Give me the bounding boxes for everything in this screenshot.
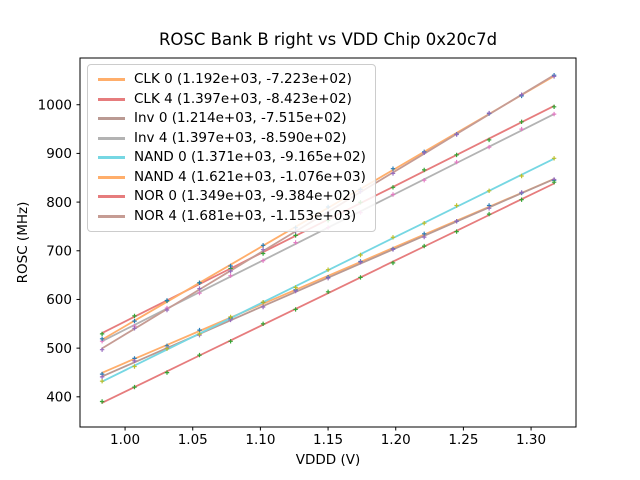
y-tick-label: 800 bbox=[46, 195, 72, 211]
legend-item-clk-0: CLK 0 (1.192e+03, -7.223e+02) bbox=[98, 70, 366, 90]
x-tick-label: 1.25 bbox=[448, 432, 478, 448]
legend-line-swatch bbox=[98, 156, 125, 160]
y-tick-label: 900 bbox=[46, 146, 72, 162]
legend-line-swatch bbox=[98, 175, 125, 179]
y-axis-label: ROSC (MHz) bbox=[15, 202, 31, 284]
x-tick-label: 1.05 bbox=[178, 432, 208, 448]
chart-title: ROSC Bank B right vs VDD Chip 0x20c7d bbox=[158, 30, 498, 49]
legend-item-nand-4: NAND 4 (1.621e+03, -1.076e+03) bbox=[98, 168, 366, 188]
data-point-markers-nor-0 bbox=[99, 180, 557, 404]
y-tick-label: 1000 bbox=[38, 97, 72, 113]
data-point-markers-nand-0 bbox=[99, 156, 557, 384]
y-tick-label: 700 bbox=[46, 244, 72, 260]
x-tick-label: 1.15 bbox=[313, 432, 343, 448]
legend-label: Inv 4 (1.397e+03, -8.590e+02) bbox=[134, 129, 347, 146]
legend-line-swatch bbox=[98, 117, 125, 121]
legend: CLK 0 (1.192e+03, -7.223e+02) CLK 4 (1.39… bbox=[87, 64, 376, 232]
legend-item-nor-4: NOR 4 (1.681e+03, -1.153e+03) bbox=[98, 207, 366, 227]
legend-label: Inv 0 (1.214e+03, -7.515e+02) bbox=[134, 110, 347, 126]
x-axis-label: VDDD (V) bbox=[296, 452, 360, 468]
legend-item-inv-4: Inv 4 (1.397e+03, -8.590e+02) bbox=[98, 129, 366, 149]
x-tick-label: 1.10 bbox=[245, 432, 275, 448]
y-tick-label: 400 bbox=[46, 390, 72, 406]
legend-line-swatch bbox=[98, 78, 125, 82]
legend-item-nand-0: NAND 0 (1.371e+03, -9.165e+02) bbox=[98, 148, 366, 168]
legend-label: NAND 4 (1.621e+03, -1.076e+03) bbox=[134, 168, 366, 185]
legend-line-swatch bbox=[98, 214, 125, 218]
x-tick-label: 1.30 bbox=[516, 432, 546, 448]
legend-line-swatch bbox=[98, 136, 125, 140]
legend-label: NAND 0 (1.371e+03, -9.165e+02) bbox=[134, 149, 366, 165]
legend-label: NOR 0 (1.349e+03, -9.384e+02) bbox=[134, 188, 357, 204]
legend-label: CLK 4 (1.397e+03, -8.423e+02) bbox=[134, 90, 352, 107]
y-tick-label: 500 bbox=[46, 341, 72, 357]
x-tick-label: 1.00 bbox=[110, 432, 140, 448]
legend-item-inv-0: Inv 0 (1.214e+03, -7.515e+02) bbox=[98, 109, 366, 129]
legend-label: CLK 0 (1.192e+03, -7.223e+02) bbox=[134, 71, 352, 87]
legend-item-nor-0: NOR 0 (1.349e+03, -9.384e+02) bbox=[98, 187, 366, 207]
x-tick-label: 1.20 bbox=[381, 432, 411, 448]
legend-line-swatch bbox=[98, 97, 125, 101]
legend-item-clk-4: CLK 4 (1.397e+03, -8.423e+02) bbox=[98, 90, 366, 110]
legend-label: NOR 4 (1.681e+03, -1.153e+03) bbox=[134, 207, 357, 224]
y-tick-label: 600 bbox=[46, 292, 72, 308]
legend-line-swatch bbox=[98, 195, 125, 199]
